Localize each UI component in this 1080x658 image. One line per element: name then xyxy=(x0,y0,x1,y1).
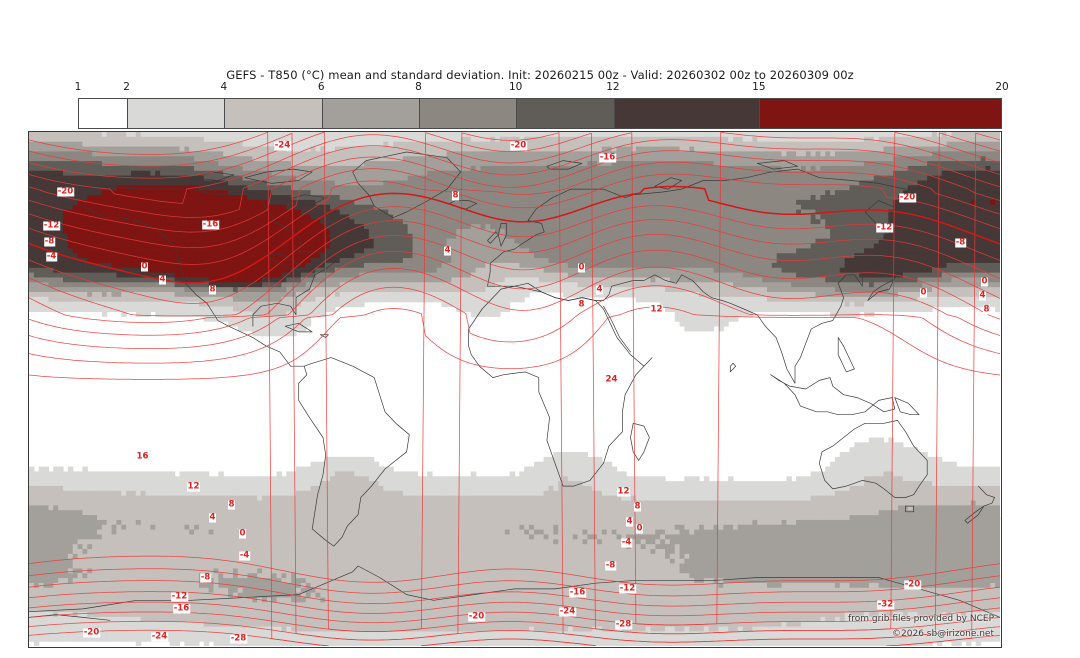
colorbar-tick-label: 1 xyxy=(74,81,82,93)
colorbar-segment xyxy=(420,99,518,128)
colorbar-segment xyxy=(225,99,323,128)
colorbar-segment xyxy=(128,99,226,128)
colorbar-tick-label: 4 xyxy=(220,81,228,93)
colorbar-segment xyxy=(760,99,1001,128)
colorbar-tick-label: 6 xyxy=(317,81,325,93)
colorbar-segment xyxy=(517,99,615,128)
credit-copyright: ©2026 sb@irizone.net xyxy=(892,629,994,639)
colorbar-tick-label: 15 xyxy=(752,81,766,93)
map-canvas xyxy=(29,132,1000,646)
colorbar-segment xyxy=(79,99,129,128)
colorbar-tick-label: 12 xyxy=(606,81,620,93)
colorbar-segment xyxy=(614,99,761,128)
world-map: -24 -20 -16 -20 -12 -8 -4 -16 8 -20 -12 0 4 8 4 -8 0 4 8 0 4… xyxy=(28,131,1002,648)
colorbar-segment xyxy=(322,99,421,128)
colorbar-gradient xyxy=(78,98,1002,129)
credit-source: from grib files provided by NCEP xyxy=(848,614,994,624)
page-title: GEFS - T850 (°C) mean and standard devia… xyxy=(226,68,854,82)
colorbar-tick-label: 10 xyxy=(508,81,523,93)
colorbar-tick-label: 20 xyxy=(995,81,1009,93)
colorbar-tick-label: 8 xyxy=(415,81,422,93)
colorbar-tick-label: 2 xyxy=(123,81,130,93)
colorbar: 1 2 4 6 8 10 12 15 20 xyxy=(75,81,1009,129)
